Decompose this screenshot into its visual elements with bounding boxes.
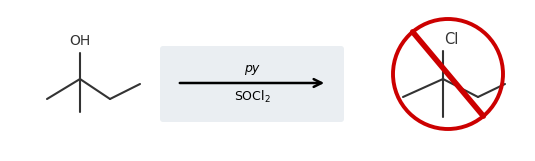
Text: OH: OH: [70, 34, 90, 48]
Text: SOCl$_2$: SOCl$_2$: [234, 89, 270, 105]
FancyBboxPatch shape: [160, 46, 344, 122]
Text: Cl: Cl: [444, 32, 458, 47]
Text: py: py: [244, 62, 259, 75]
